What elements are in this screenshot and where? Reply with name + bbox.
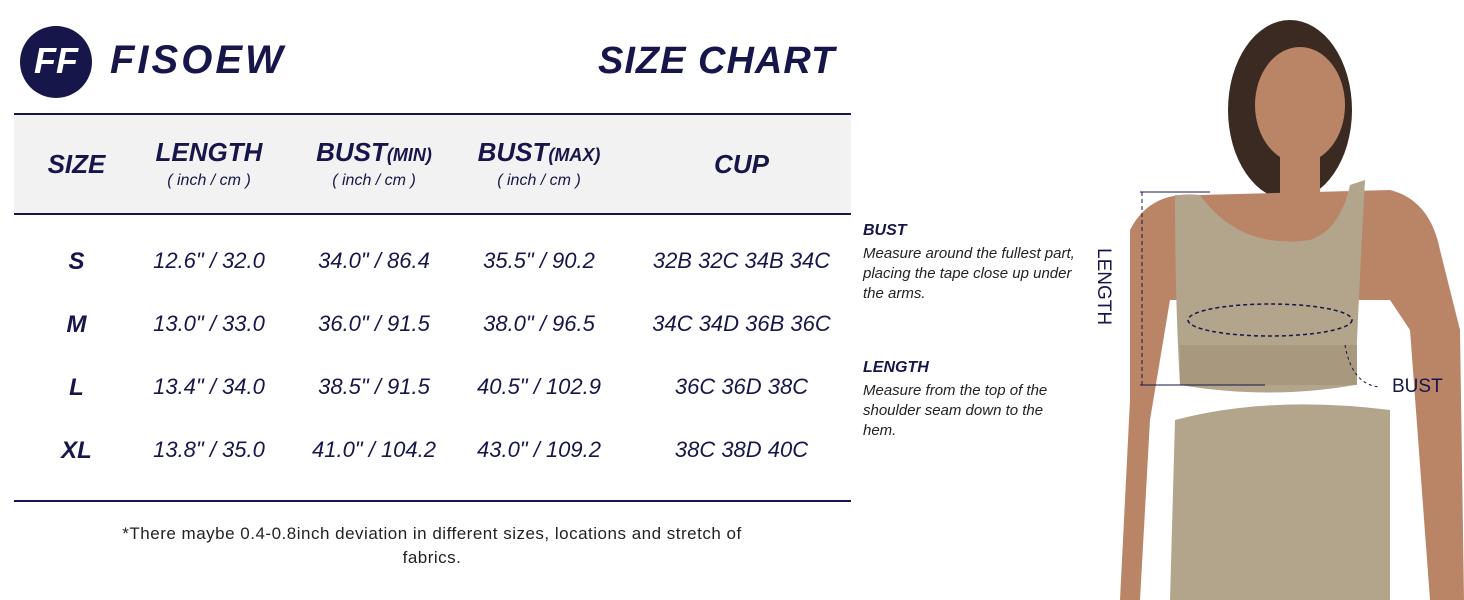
cell-bust-min: 34.0" / 86.4	[318, 248, 430, 273]
cell-length: 13.8" / 35.0	[153, 437, 265, 462]
length-description: Measure from the top of the shoulder sea…	[863, 382, 1048, 439]
header-length: LENGTH( inch / cm )	[155, 137, 263, 189]
cell-size: M	[66, 311, 87, 338]
header-bust-min: BUST(MIN)( inch / cm )	[316, 137, 432, 189]
cell-bust-max: 38.0" / 96.5	[483, 311, 595, 336]
header-bust-max: BUST(MAX)( inch / cm )	[477, 137, 601, 189]
brand-logo: FF	[20, 26, 92, 98]
table-header: SIZE LENGTH( inch / cm ) BUST(MIN)( inch…	[14, 113, 851, 215]
brand-name: FISOEW	[110, 38, 286, 82]
page-title: SIZE CHART	[598, 40, 836, 82]
length-label: LENGTH	[863, 359, 929, 376]
cell-cup: 34C 34D 36B 36C	[652, 311, 831, 336]
cell-length: 13.4" / 34.0	[153, 374, 265, 399]
cell-bust-max: 43.0" / 109.2	[476, 437, 602, 462]
cell-size: XL	[61, 437, 92, 464]
table-row: L 13.4" / 34.0 38.5" / 91.5 40.5" / 102.9 36…	[14, 366, 851, 406]
cell-size: S	[68, 248, 85, 275]
cell-bust-max: 35.5" / 90.2	[483, 248, 595, 273]
cell-cup: 38C 38D 40C	[674, 437, 809, 462]
header-cup: CUP	[714, 149, 769, 179]
cell-bust-max: 40.5" / 102.9	[476, 374, 602, 399]
deviation-note: *There maybe 0.4-0.8inch deviation in di…	[122, 524, 742, 567]
cell-bust-min: 36.0" / 91.5	[318, 311, 430, 336]
table-row: XL 13.8" / 35.0 41.0" / 104.2 43.0" / 109.2…	[14, 429, 851, 469]
divider	[14, 500, 851, 502]
cell-bust-min: 41.0" / 104.2	[311, 437, 437, 462]
bust-description: Measure around the fullest part, placing…	[863, 245, 1075, 302]
table-row: M 13.0" / 33.0 36.0" / 91.5 38.0" / 96.5 34C…	[14, 303, 851, 343]
table-row: S 12.6" / 32.0 34.0" / 86.4 35.5" / 90.2 32B…	[14, 240, 851, 280]
cell-size: L	[69, 374, 84, 401]
diagram-length-label: LENGTH	[1093, 248, 1114, 326]
header-size: SIZE	[47, 149, 106, 179]
model-photo	[1090, 0, 1464, 600]
cell-length: 13.0" / 33.0	[153, 311, 265, 336]
diagram-bust-label: BUST	[1392, 376, 1443, 397]
cell-cup: 32B 32C 34B 34C	[652, 248, 831, 273]
cell-bust-min: 38.5" / 91.5	[318, 374, 430, 399]
cell-length: 12.6" / 32.0	[153, 248, 265, 273]
bust-label: BUST	[863, 222, 907, 239]
cell-cup: 36C 36D 38C	[674, 374, 809, 399]
